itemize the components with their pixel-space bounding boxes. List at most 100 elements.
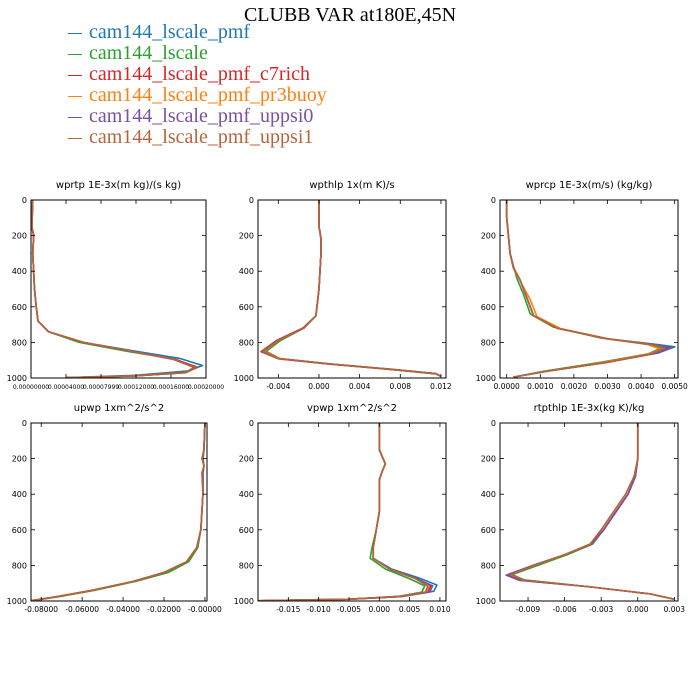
x-tick-label: 0.00012000: [118, 384, 154, 391]
panel-title: vpwp 1xm^2/s^2: [307, 403, 397, 414]
x-tick-label: -0.00000: [188, 605, 222, 614]
series-line: [31, 200, 197, 378]
series-line: [505, 200, 663, 378]
y-tick-label: 800: [239, 338, 254, 347]
y-tick-label: 600: [12, 303, 27, 312]
y-tick-label: 600: [239, 526, 254, 535]
y-tick-label: 200: [239, 232, 254, 241]
y-tick-label: 800: [481, 338, 496, 347]
x-tick-label: 0.0000: [494, 382, 520, 391]
series-line: [258, 423, 426, 601]
x-tick-label: 0.0010: [527, 382, 553, 391]
y-tick-label: 1000: [476, 374, 496, 383]
x-tick-label: -0.005: [337, 605, 361, 614]
y-tick-label: 0: [491, 419, 496, 428]
y-tick-label: 400: [481, 490, 496, 499]
y-tick-label: 1000: [7, 374, 27, 383]
legend-label: cam144_lscale_pmf_pr3buoy: [89, 84, 327, 106]
y-tick-label: 0: [249, 419, 254, 428]
plot-frame: [499, 199, 679, 379]
x-tick-label: -0.04000: [106, 605, 140, 614]
y-tick-label: 400: [481, 267, 496, 276]
x-tick-label: 0.012: [430, 382, 452, 391]
plot-frame: [30, 422, 208, 602]
y-tick-label: 600: [12, 526, 27, 535]
legend-label: cam144_lscale: [89, 42, 208, 64]
series-line: [31, 423, 206, 601]
series-line: [258, 423, 429, 601]
legend-swatch: [68, 95, 82, 97]
series-line: [505, 200, 669, 378]
y-tick-label: 1000: [234, 374, 254, 383]
chart-panel: rtpthlp 1E-3x(kg K)/kg 0 200 400 600 800 1000 -…: [476, 403, 686, 614]
series-line: [32, 423, 206, 601]
series-line: [505, 200, 663, 378]
series-line: [511, 423, 675, 601]
x-tick-label: 0.005: [399, 605, 421, 614]
series-group: [505, 200, 676, 378]
x-tick-label: 0.00020000: [188, 384, 224, 391]
chart-panel: wpthlp 1x(m K)/s 0 200 400 600 800 1000 -0.004 0…: [234, 180, 452, 391]
plot-frame: [257, 422, 447, 602]
x-tick-label: 0.003: [664, 605, 686, 614]
x-tick-label: -0.003: [589, 605, 613, 614]
x-tick-label: -0.08000: [24, 605, 58, 614]
x-tick-label: 0.010: [429, 605, 451, 614]
y-tick-label: 200: [12, 455, 27, 464]
legend-entry: cam144_lscale_pmf: [68, 22, 327, 43]
y-tick-label: 0: [249, 196, 254, 205]
legend-entry: cam144_lscale_pmf_pr3buoy: [68, 85, 327, 106]
legend-swatch: [68, 116, 82, 118]
series-group: [31, 423, 206, 601]
x-tick-label: -0.010: [307, 605, 331, 614]
y-tick-label: 1000: [234, 597, 254, 606]
y-tick-label: 400: [239, 490, 254, 499]
series-line: [31, 200, 197, 378]
y-tick-label: 1000: [7, 597, 27, 606]
series-line: [505, 423, 675, 601]
y-tick-label: 400: [12, 267, 27, 276]
y-tick-label: 800: [481, 561, 496, 570]
legend-label: cam144_lscale_pmf_c7rich: [89, 63, 311, 85]
series-line: [265, 200, 442, 378]
x-tick-label: 0.008: [390, 382, 412, 391]
y-tick-label: 0: [491, 196, 496, 205]
series-group: [505, 423, 675, 601]
x-tick-label: 0.00000000: [13, 384, 49, 391]
y-tick-label: 800: [239, 561, 254, 570]
y-tick-label: 600: [481, 303, 496, 312]
y-tick-label: 0: [22, 419, 27, 428]
y-tick-label: 1000: [476, 597, 496, 606]
series-line: [506, 423, 675, 601]
x-tick-label: -0.015: [276, 605, 300, 614]
series-line: [31, 423, 206, 601]
plot-frame: [257, 199, 447, 379]
legend-entry: cam144_lscale_pmf_uppsi0: [68, 106, 327, 127]
series-line: [31, 200, 196, 378]
y-tick-label: 200: [481, 232, 496, 241]
legend-label: cam144_lscale_pmf: [89, 21, 251, 43]
series-group: [258, 423, 438, 601]
chart-panel: wprtp 1E-3x(m kg)/(s kg) 0 200 400 600 800 100…: [7, 180, 225, 391]
legend-entry: cam144_lscale_pmf_c7rich: [68, 64, 327, 85]
series-line: [505, 200, 666, 378]
chart-panel: vpwp 1xm^2/s^2 0 200 400 600 800 1000 -0.015 -0.…: [234, 403, 451, 614]
y-tick-label: 200: [12, 232, 27, 241]
series-line: [31, 423, 206, 601]
series-line: [31, 200, 204, 378]
x-tick-label: 0.00016000: [153, 384, 189, 391]
x-tick-label: 0.000: [369, 605, 391, 614]
x-tick-label: 0.000: [308, 382, 330, 391]
x-tick-label: -0.004: [266, 382, 290, 391]
series-line: [508, 423, 675, 601]
y-tick-label: 200: [481, 455, 496, 464]
legend-swatch: [68, 74, 82, 76]
chart-panel: wprcp 1E-3x(m/s) (kg/kg) 0 200 400 600 800 100…: [476, 180, 688, 391]
y-tick-label: 600: [239, 303, 254, 312]
legend-entry: cam144_lscale: [68, 43, 327, 64]
panel-title: upwp 1xm^2/s^2: [74, 403, 164, 414]
y-tick-label: 800: [12, 561, 27, 570]
series-line: [262, 200, 442, 377]
plot-frame: [30, 199, 207, 379]
legend-swatch: [68, 137, 82, 139]
